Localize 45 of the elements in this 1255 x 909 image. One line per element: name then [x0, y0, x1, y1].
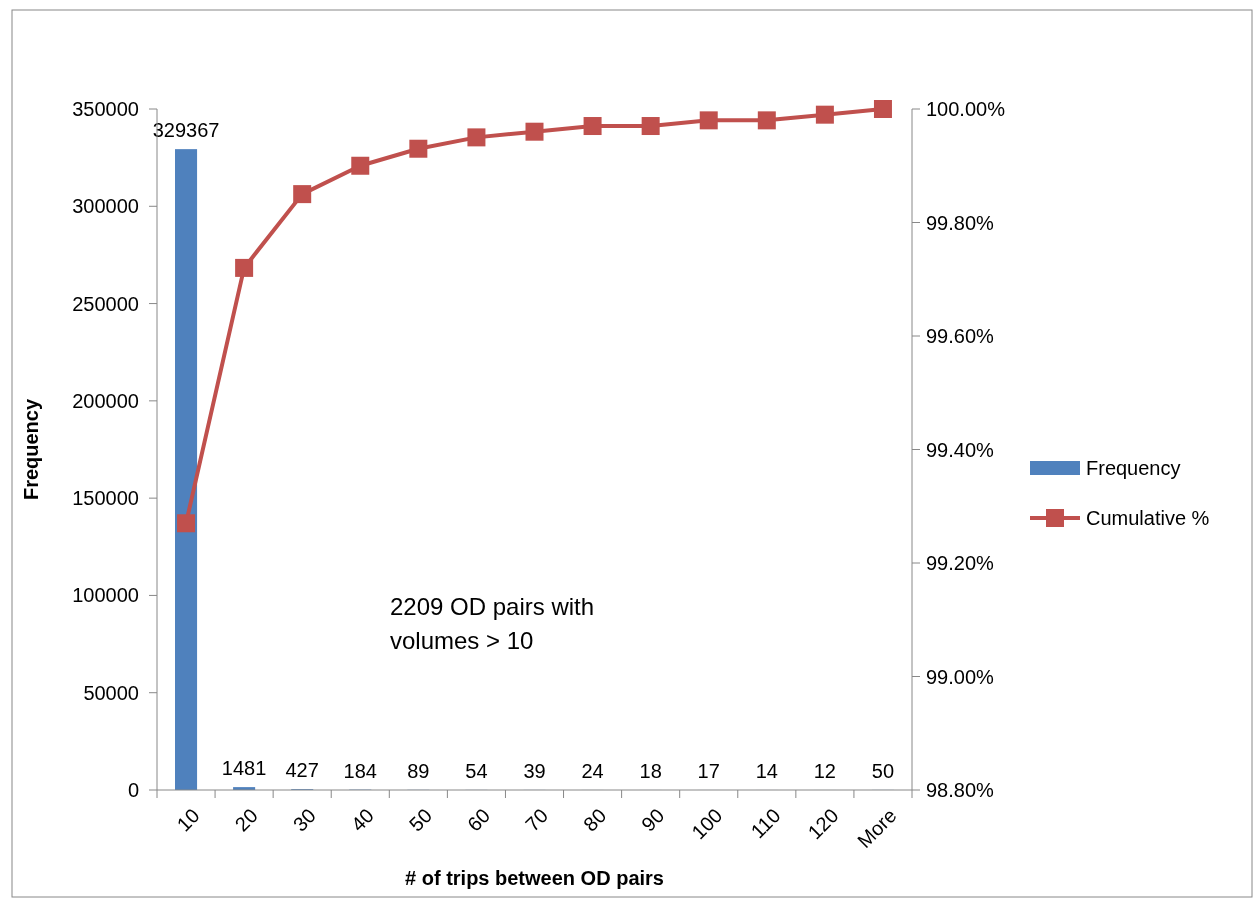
data-label: 329367 [152, 119, 220, 142]
y-tick-label: 350000 [72, 98, 139, 120]
annotation: 2209 OD pairs with volumes > 10 [390, 593, 595, 654]
data-label: 17 [697, 759, 720, 782]
x-tick-label: 100 [687, 804, 727, 844]
data-label: 427 [285, 759, 319, 782]
x-tick-label: 30 [288, 804, 320, 836]
data-label: 1481 [221, 757, 267, 780]
y-tick-label: 100000 [72, 584, 139, 607]
data-label: 24 [581, 759, 604, 782]
y-tick-label: 50000 [83, 681, 139, 704]
x-tick-label: 70 [520, 804, 553, 836]
y2-tick-label: 100.00% [926, 98, 1006, 120]
x-tick-label: 90 [637, 804, 669, 836]
y2-tick-label: 99.60% [926, 325, 995, 347]
data-label: 89 [407, 759, 430, 782]
legend-label: Frequency [1086, 457, 1181, 479]
y-tick-label: 300000 [72, 195, 139, 218]
y-tick-label: 200000 [72, 389, 139, 412]
data-label: 50 [871, 759, 895, 782]
x-tick-label: 10 [172, 804, 204, 836]
y-tick-label: 150000 [72, 487, 139, 510]
x-tick-label: 60 [462, 804, 495, 836]
y2-tick-label: 99.20% [926, 552, 995, 574]
x-tick-label: 80 [579, 804, 611, 836]
y2-tick-label: 99.40% [926, 438, 995, 461]
data-label: 184 [343, 759, 377, 782]
data-label: 14 [755, 759, 778, 782]
y2-tick-label: 98.80% [926, 779, 995, 801]
legend-label: Cumulative % [1086, 507, 1210, 529]
y-axis-title: Frequency [20, 398, 42, 501]
data-label: 54 [465, 759, 488, 782]
data-label: 12 [813, 759, 837, 782]
x-tick-label: 20 [230, 804, 262, 836]
y-tick-label: 0 [127, 779, 139, 801]
x-tick-label: 120 [803, 804, 843, 844]
y-tick-label: 250000 [72, 292, 139, 315]
x-axis-title: # of trips between OD pairs [405, 867, 664, 889]
x-tick-label: 110 [746, 804, 785, 843]
x-tick-label: 50 [404, 804, 437, 836]
y2-tick-label: 99.80% [926, 211, 995, 234]
x-tick-label: 40 [346, 804, 379, 836]
data-label: 18 [639, 759, 662, 782]
y2-tick-label: 99.00% [926, 665, 995, 688]
data-label: 39 [523, 759, 546, 782]
